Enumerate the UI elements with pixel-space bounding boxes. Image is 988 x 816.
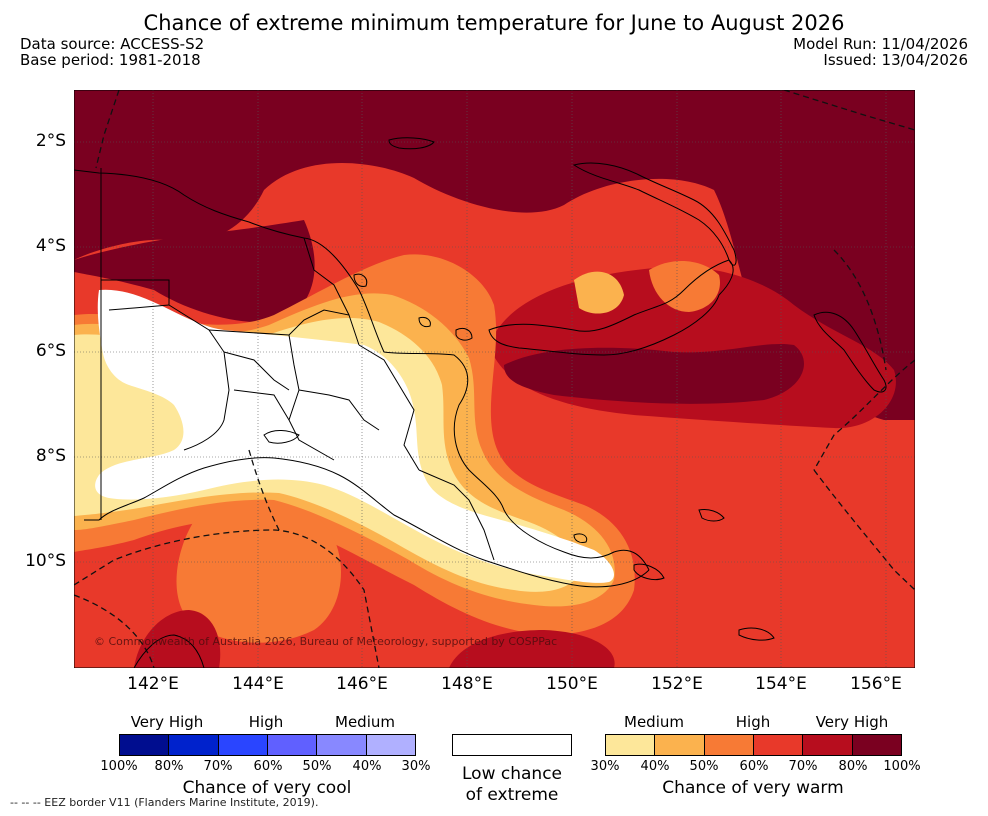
cool-swatch-3 bbox=[218, 735, 268, 755]
warm-swatch-2 bbox=[655, 735, 705, 755]
lat-label-6s: 6°S bbox=[35, 341, 66, 361]
warm-tick-70: 70% bbox=[788, 759, 818, 774]
eez-border bbox=[74, 90, 915, 668]
warm-swatch-6 bbox=[852, 735, 901, 755]
model-run-label: Model Run: 11/04/2026 bbox=[793, 35, 968, 53]
cool-swatch-5 bbox=[317, 735, 367, 755]
cool-tick-30: 30% bbox=[401, 759, 431, 774]
lon-label-154e: 154°E bbox=[755, 674, 807, 694]
region-50-60-ne bbox=[574, 271, 624, 314]
warm-swatch-3 bbox=[704, 735, 754, 755]
low-caption-line1: Low chance bbox=[462, 764, 562, 784]
lon-label-146e: 146°E bbox=[336, 674, 388, 694]
warm-cat-high: High bbox=[735, 713, 771, 731]
cool-swatch-2 bbox=[169, 735, 219, 755]
warm-cat-very-high: Very High bbox=[815, 713, 889, 731]
warm-colorbar bbox=[605, 734, 902, 756]
lat-label-10s: 10°S bbox=[25, 551, 66, 571]
eez-footnote: -- -- -- EEZ border V11 (Flanders Marine… bbox=[10, 796, 319, 809]
region-very-high-north bbox=[74, 90, 915, 420]
warm-swatch-4 bbox=[753, 735, 804, 755]
issued-label: Issued: 13/04/2026 bbox=[823, 51, 968, 69]
warm-tick-30: 30% bbox=[590, 759, 620, 774]
lon-label-156e: 156°E bbox=[850, 674, 902, 694]
lon-label-152e: 152°E bbox=[651, 674, 703, 694]
warm-caption: Chance of very warm bbox=[662, 778, 844, 798]
copyright-text: © Commonwealth of Australia 2026, Bureau… bbox=[94, 635, 557, 648]
region-very-high-west bbox=[74, 220, 315, 323]
cool-caption: Chance of very cool bbox=[182, 778, 352, 798]
cool-tick-40: 40% bbox=[352, 759, 382, 774]
cool-swatch-6 bbox=[366, 735, 415, 755]
coastlines bbox=[74, 137, 887, 668]
lat-label-4s: 4°S bbox=[35, 236, 66, 256]
region-very-high-newbritain bbox=[504, 343, 804, 404]
data-source-label: Data source: ACCESS-S2 bbox=[20, 35, 205, 53]
page-title: Chance of extreme minimum temperature fo… bbox=[143, 11, 845, 35]
lon-label-148e: 148°E bbox=[441, 674, 493, 694]
cool-cat-very-high: Very High bbox=[130, 713, 204, 731]
cool-colorbar bbox=[119, 734, 416, 756]
region-60-70-south bbox=[176, 489, 341, 643]
warm-tick-60: 60% bbox=[739, 759, 769, 774]
lon-label-144e: 144°E bbox=[232, 674, 284, 694]
warm-tick-40: 40% bbox=[640, 759, 670, 774]
cool-swatch-1 bbox=[120, 735, 170, 755]
warm-swatch-1 bbox=[606, 735, 656, 755]
cool-cat-medium: Medium bbox=[335, 713, 395, 731]
warm-cat-medium: Medium bbox=[624, 713, 684, 731]
graticule bbox=[74, 90, 915, 668]
low-caption-line2: of extreme bbox=[465, 785, 559, 805]
warm-swatch-5 bbox=[803, 735, 853, 755]
lat-label-8s: 8°S bbox=[35, 446, 66, 466]
cool-tick-80: 80% bbox=[154, 759, 184, 774]
warm-tick-100: 100% bbox=[883, 759, 921, 774]
cool-cat-high: High bbox=[248, 713, 284, 731]
cool-tick-60: 60% bbox=[253, 759, 283, 774]
region-low-chance bbox=[95, 289, 614, 583]
warm-tick-80: 80% bbox=[838, 759, 868, 774]
warm-tick-50: 50% bbox=[689, 759, 719, 774]
cool-tick-50: 50% bbox=[302, 759, 332, 774]
cool-tick-70: 70% bbox=[203, 759, 233, 774]
region-high-south bbox=[449, 630, 615, 668]
lat-label-2s: 2°S bbox=[35, 131, 66, 151]
cool-swatch-4 bbox=[267, 735, 318, 755]
lon-label-142e: 142°E bbox=[127, 674, 179, 694]
probability-map[interactable]: © Commonwealth of Australia 2026, Bureau… bbox=[74, 90, 915, 668]
cool-tick-100: 100% bbox=[100, 759, 138, 774]
base-period-label: Base period: 1981-2018 bbox=[20, 51, 201, 69]
low-chance-swatch bbox=[452, 734, 572, 756]
lon-label-150e: 150°E bbox=[546, 674, 598, 694]
